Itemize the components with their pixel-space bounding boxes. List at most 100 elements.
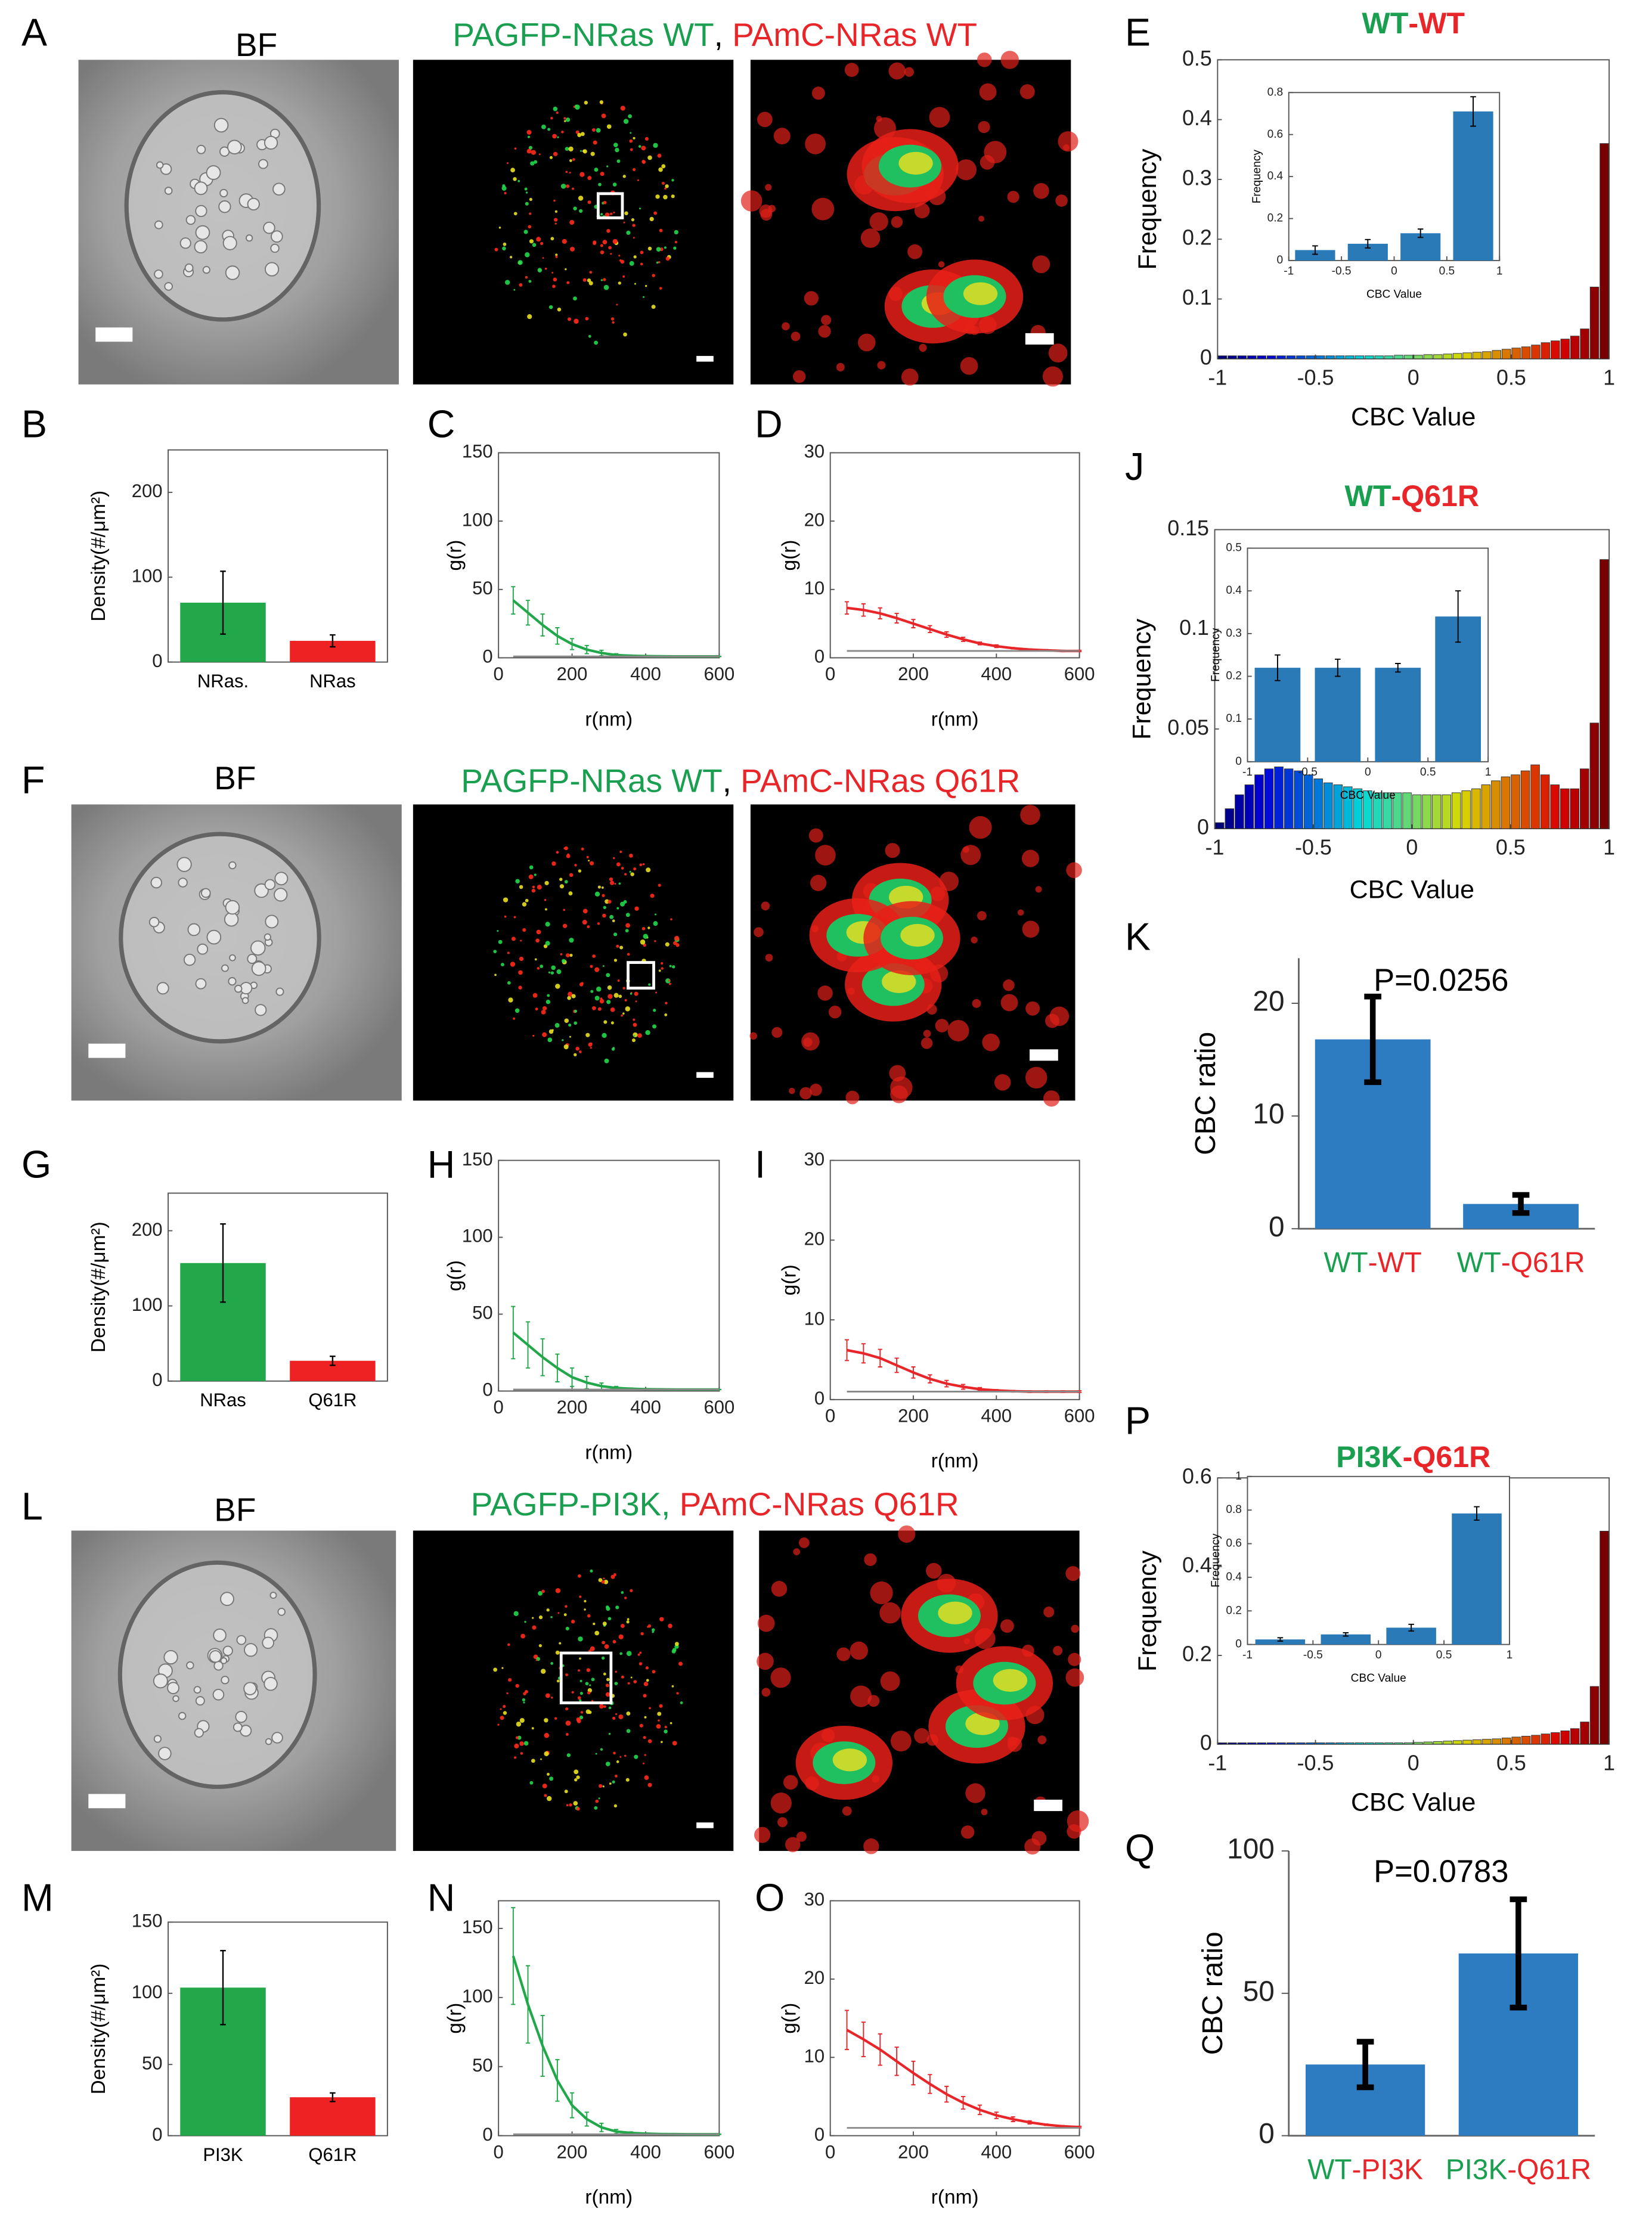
localization bbox=[501, 185, 507, 191]
red-blob bbox=[926, 1562, 942, 1579]
localization bbox=[580, 132, 585, 137]
histogram-bar bbox=[1295, 250, 1335, 261]
localization bbox=[605, 1692, 610, 1697]
localization bbox=[645, 1030, 650, 1035]
localization bbox=[579, 1679, 582, 1682]
granule bbox=[274, 872, 289, 886]
x-tick-label: 1 bbox=[1496, 265, 1503, 277]
localization bbox=[555, 1650, 560, 1655]
image-title-part: PAmC-NRas Q61R bbox=[680, 1485, 959, 1522]
localization bbox=[591, 128, 596, 132]
image-title-part: , bbox=[723, 762, 741, 799]
error-bar bbox=[1364, 993, 1381, 1086]
histogram-bar bbox=[1511, 348, 1521, 359]
granule bbox=[220, 1657, 228, 1664]
localization bbox=[569, 1803, 572, 1807]
histogram-bar bbox=[1276, 355, 1286, 359]
localization bbox=[518, 985, 522, 990]
localization bbox=[613, 993, 619, 998]
image-title: BF bbox=[235, 26, 277, 63]
y-tick-label: 30 bbox=[804, 1149, 825, 1170]
histogram-bar bbox=[1550, 784, 1560, 829]
localization bbox=[509, 256, 513, 259]
localization bbox=[619, 850, 622, 853]
red-blob bbox=[929, 107, 950, 128]
error-bar bbox=[1275, 654, 1281, 681]
error-bar bbox=[994, 644, 999, 649]
granule bbox=[262, 1636, 274, 1649]
red-blob bbox=[785, 1837, 801, 1853]
error-bar bbox=[569, 638, 575, 650]
localization bbox=[599, 1784, 603, 1788]
localization bbox=[522, 1698, 526, 1702]
scale-bar bbox=[696, 356, 714, 362]
y-tick-label: 0 bbox=[1200, 1731, 1212, 1754]
localization bbox=[498, 939, 503, 944]
localization bbox=[637, 179, 639, 181]
histogram-bar bbox=[1353, 788, 1363, 829]
localization bbox=[624, 1754, 627, 1757]
localization bbox=[553, 106, 558, 111]
localization bbox=[661, 962, 664, 965]
localization bbox=[616, 907, 619, 910]
localization bbox=[538, 153, 541, 156]
localization bbox=[646, 867, 651, 873]
localization bbox=[603, 1577, 605, 1580]
histogram-bar bbox=[1254, 668, 1301, 762]
histogram-bar bbox=[1257, 1742, 1266, 1745]
localization bbox=[565, 1626, 569, 1630]
localization bbox=[597, 885, 601, 889]
localization bbox=[556, 969, 562, 975]
histogram-bar bbox=[1345, 1742, 1355, 1745]
error-bar bbox=[220, 1223, 226, 1303]
error-bar bbox=[894, 1357, 899, 1373]
granule bbox=[264, 135, 278, 150]
histogram-bar bbox=[1374, 1742, 1384, 1745]
localization bbox=[532, 1034, 535, 1037]
localization bbox=[553, 218, 558, 222]
y-tick-label: 150 bbox=[462, 441, 493, 462]
granule bbox=[225, 265, 240, 280]
localization bbox=[618, 255, 621, 257]
x-category-label-part: WT bbox=[1307, 2154, 1352, 2185]
red-blob bbox=[1019, 84, 1035, 100]
localization bbox=[604, 1644, 609, 1649]
localization bbox=[562, 1039, 564, 1041]
red-blob bbox=[805, 134, 826, 154]
localization bbox=[640, 250, 644, 255]
x-axis-label: r(nm) bbox=[585, 2187, 633, 2209]
histogram-bar bbox=[1294, 770, 1303, 829]
localization bbox=[542, 1784, 547, 1789]
error-bar bbox=[977, 641, 982, 646]
red-blob bbox=[1048, 343, 1068, 363]
localization bbox=[574, 1769, 579, 1775]
y-axis-label: Frequency bbox=[1251, 150, 1263, 204]
x-category-label-part: WT bbox=[1457, 1247, 1501, 1279]
localization bbox=[555, 984, 560, 989]
localization bbox=[525, 275, 528, 279]
localization bbox=[503, 242, 507, 246]
error-bar bbox=[844, 2010, 850, 2051]
localization bbox=[575, 1046, 579, 1051]
red-blob bbox=[969, 816, 992, 839]
chart-title: PI3K-Q61R bbox=[1336, 1440, 1490, 1474]
localization bbox=[529, 212, 532, 215]
y-axis-label: Frequency bbox=[1210, 1533, 1222, 1587]
localization bbox=[620, 259, 625, 264]
red-blob bbox=[777, 1817, 788, 1828]
localization bbox=[553, 277, 557, 282]
localization bbox=[565, 117, 571, 122]
histogram-bar bbox=[1551, 340, 1560, 359]
red-blob bbox=[842, 1806, 852, 1816]
granule bbox=[213, 1628, 227, 1642]
error-bar bbox=[525, 1965, 531, 2044]
localization bbox=[538, 1590, 543, 1596]
granule bbox=[274, 888, 288, 902]
x-category-label-part: -PI3K bbox=[1352, 2154, 1424, 2185]
localization bbox=[563, 908, 566, 911]
localization bbox=[532, 993, 538, 998]
localization bbox=[616, 1760, 619, 1763]
x-tick-label: 0 bbox=[1408, 1751, 1419, 1775]
y-tick-label: 100 bbox=[462, 1986, 493, 2007]
